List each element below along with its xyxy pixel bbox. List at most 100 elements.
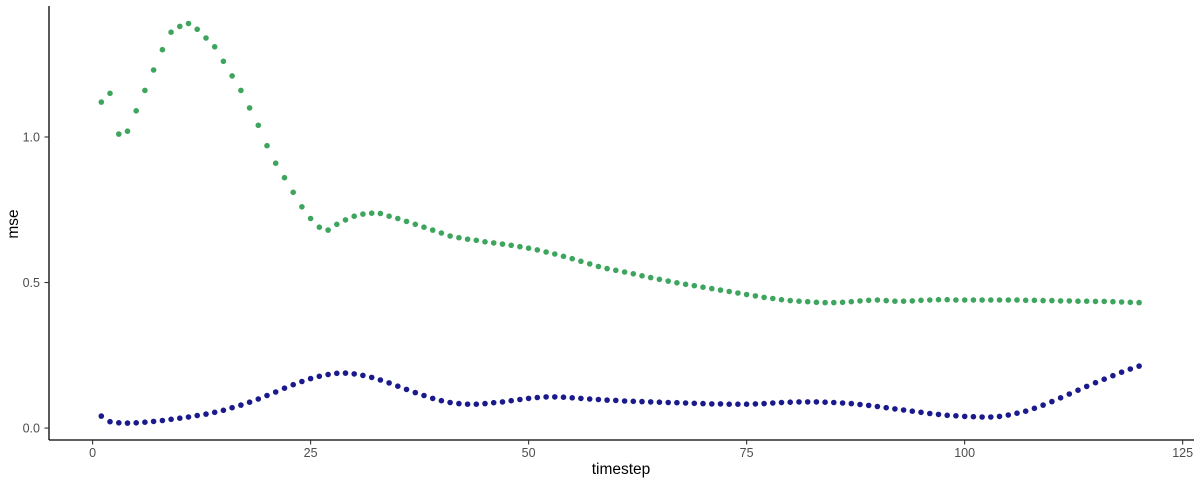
data-point [892, 406, 898, 412]
data-point [839, 400, 846, 406]
data-point [804, 399, 811, 405]
data-point [194, 26, 200, 33]
data-point [116, 420, 122, 426]
data-point [970, 297, 977, 303]
data-point [613, 267, 619, 274]
data-point [569, 395, 575, 401]
data-point [499, 399, 506, 405]
data-point [1092, 298, 1099, 305]
data-point [517, 243, 523, 250]
data-point [368, 374, 375, 381]
data-point [1110, 298, 1116, 305]
data-point [342, 370, 349, 376]
data-point [211, 44, 218, 50]
data-point [168, 416, 174, 423]
data-point [700, 284, 706, 291]
data-point [1118, 369, 1125, 376]
data-point [316, 373, 323, 380]
data-point [490, 399, 497, 406]
data-point [1101, 376, 1107, 383]
data-point [281, 385, 288, 392]
data-point [403, 218, 410, 225]
data-point [700, 400, 706, 407]
data-point [900, 407, 907, 413]
green-series [98, 20, 1142, 306]
data-point [944, 412, 950, 419]
data-point [98, 99, 105, 105]
data-point [909, 408, 916, 415]
tick-labels-layer: 0 25 50 75 100 125 0.0 0.5 1.0 [23, 130, 1194, 460]
data-point [717, 401, 724, 407]
data-point [255, 396, 262, 402]
data-point [177, 415, 183, 422]
data-point [822, 299, 828, 306]
data-point [848, 400, 855, 407]
data-point [1014, 297, 1020, 303]
data-point [918, 409, 924, 416]
x-tick-label: 100 [954, 446, 975, 460]
data-point [578, 258, 584, 265]
data-point [1118, 299, 1125, 305]
data-point [874, 297, 881, 303]
data-point [944, 296, 950, 303]
data-point [133, 420, 139, 426]
data-point [761, 294, 767, 301]
data-point [927, 297, 933, 303]
data-point [674, 399, 680, 406]
data-point [630, 271, 637, 277]
data-point [517, 396, 523, 403]
data-point [569, 255, 575, 262]
data-point [412, 221, 419, 228]
data-point [970, 413, 977, 420]
data-point [586, 261, 593, 267]
data-point [264, 142, 270, 149]
x-axis-title: timestep [592, 461, 651, 478]
data-point [595, 396, 602, 403]
data-point [255, 122, 262, 129]
data-point [1092, 379, 1099, 386]
data-point [709, 285, 715, 292]
data-point [883, 404, 889, 411]
data-point [770, 400, 776, 406]
data-point [150, 418, 157, 425]
data-point [525, 395, 532, 402]
data-point [961, 413, 968, 420]
data-point [996, 413, 1003, 420]
data-point [726, 401, 732, 408]
data-point [656, 399, 663, 406]
data-point [124, 420, 131, 426]
data-point [787, 399, 793, 406]
data-point [508, 242, 514, 249]
data-point [892, 298, 898, 305]
data-point [778, 296, 785, 303]
data-point [621, 398, 628, 404]
data-point [953, 297, 959, 303]
data-point [560, 253, 567, 260]
y-tick-label: 0.5 [23, 276, 40, 290]
data-point [552, 251, 558, 257]
data-point [377, 377, 384, 383]
data-point [438, 230, 445, 236]
data-point [368, 210, 375, 216]
axes-layer [44, 6, 1194, 445]
y-axis-title: mse [5, 209, 22, 238]
data-point [1049, 297, 1055, 304]
data-point [1049, 398, 1055, 405]
data-point [334, 221, 340, 228]
data-point [735, 290, 741, 296]
data-point [1083, 383, 1090, 390]
data-point [1057, 298, 1064, 304]
data-point [281, 174, 288, 181]
data-point [264, 392, 270, 399]
data-point [656, 276, 663, 283]
data-point [743, 291, 750, 298]
y-tick-label: 1.0 [23, 130, 40, 144]
data-point [1066, 391, 1073, 397]
data-point [124, 128, 131, 134]
data-point [1014, 410, 1020, 417]
data-point [508, 397, 514, 404]
data-point [1101, 298, 1107, 305]
data-point [299, 378, 305, 385]
data-point [525, 245, 532, 251]
